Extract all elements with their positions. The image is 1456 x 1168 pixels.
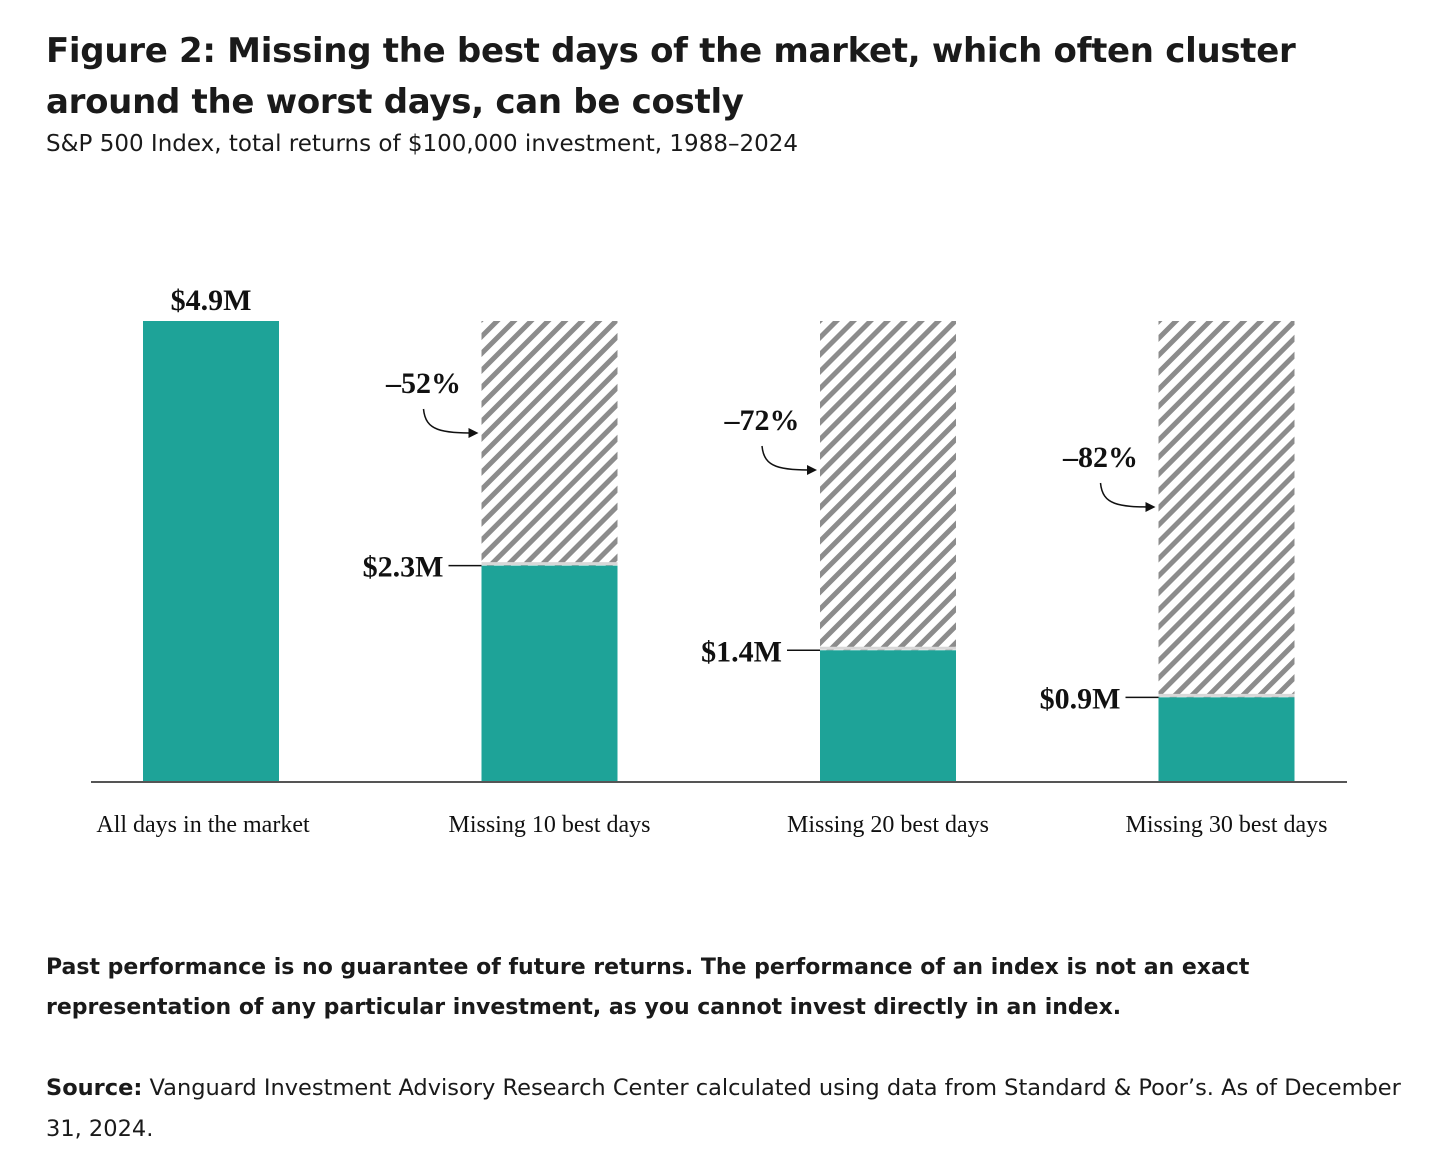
value-label: $0.9M	[1040, 682, 1121, 715]
source-label: Source:	[46, 1075, 143, 1101]
bar	[143, 321, 279, 782]
bar-chart: $4.9M All days in the market $2.3M –52% Miss…	[91, 284, 1347, 838]
category-label: Missing 10 best days	[448, 812, 650, 838]
chart-title: Figure 2: Missing the best days of the m…	[46, 31, 1296, 122]
bar	[481, 565, 618, 782]
change-label: –72%	[724, 404, 800, 437]
change-arrow	[761, 445, 817, 475]
source-text: Vanguard Investment Advisory Research Ce…	[46, 1075, 1401, 1142]
lost-value-hatch	[1158, 321, 1295, 698]
category-label: All days in the market	[96, 812, 310, 838]
lost-value-hatch	[481, 321, 618, 566]
bar	[820, 650, 956, 782]
value-label: $2.3M	[363, 551, 444, 584]
change-arrow	[422, 408, 479, 438]
value-label: $1.4M	[701, 635, 782, 668]
change-label: –52%	[385, 367, 461, 400]
bar	[1158, 697, 1295, 782]
category-label: Missing 30 best days	[1125, 812, 1327, 838]
category-label: Missing 20 best days	[787, 812, 989, 838]
change-label: –82%	[1062, 441, 1138, 474]
change-arrow	[1099, 482, 1156, 512]
source-note: Source: Vanguard Investment Advisory Res…	[46, 1068, 1416, 1150]
disclaimer-text: Past performance is no guarantee of futu…	[46, 955, 1250, 1020]
chart-subtitle: S&P 500 Index, total returns of $100,000…	[46, 131, 798, 157]
value-label: $4.9M	[171, 284, 252, 317]
lost-value-hatch	[820, 321, 956, 651]
